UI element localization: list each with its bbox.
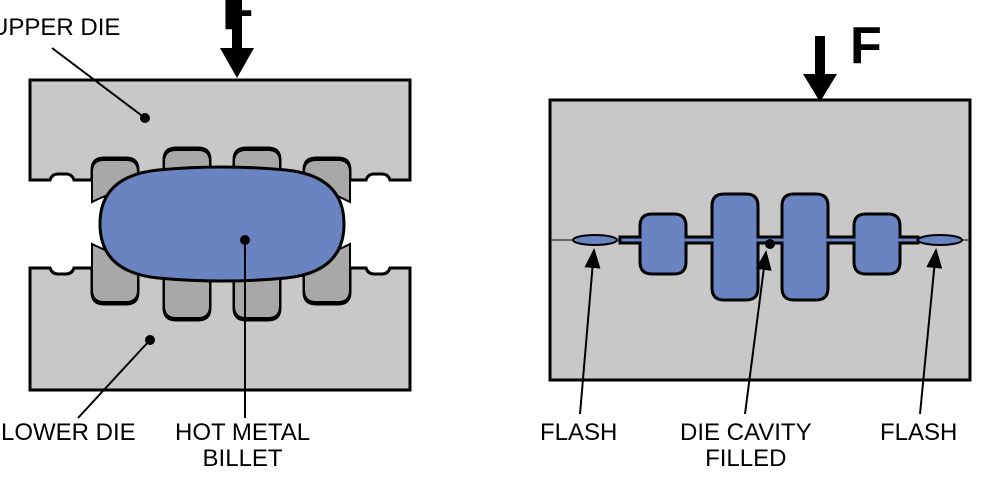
label-flash-right: FLASH: [880, 420, 957, 446]
upper-die: [30, 80, 410, 180]
lower-die: [30, 268, 410, 390]
force-label-left: F: [222, 0, 254, 42]
hot-metal-billet: [100, 167, 344, 281]
label-flash-left: FLASH: [540, 420, 617, 446]
left-stage: [30, 0, 410, 418]
label-upper-die: UPPER DIE: [0, 15, 120, 41]
label-lower-die: LOWER DIE: [1, 420, 136, 446]
flash-left-shape: [573, 235, 617, 245]
cavity-dot: [765, 239, 775, 249]
right-stage: [550, 36, 970, 414]
force-arrow-right: [803, 36, 837, 102]
label-die-cavity-filled: DIE CAVITY FILLED: [680, 420, 812, 473]
flash-right-shape: [918, 235, 962, 245]
force-label-right: F: [850, 16, 882, 76]
label-hot-metal-billet: HOT METAL BILLET: [175, 420, 310, 473]
